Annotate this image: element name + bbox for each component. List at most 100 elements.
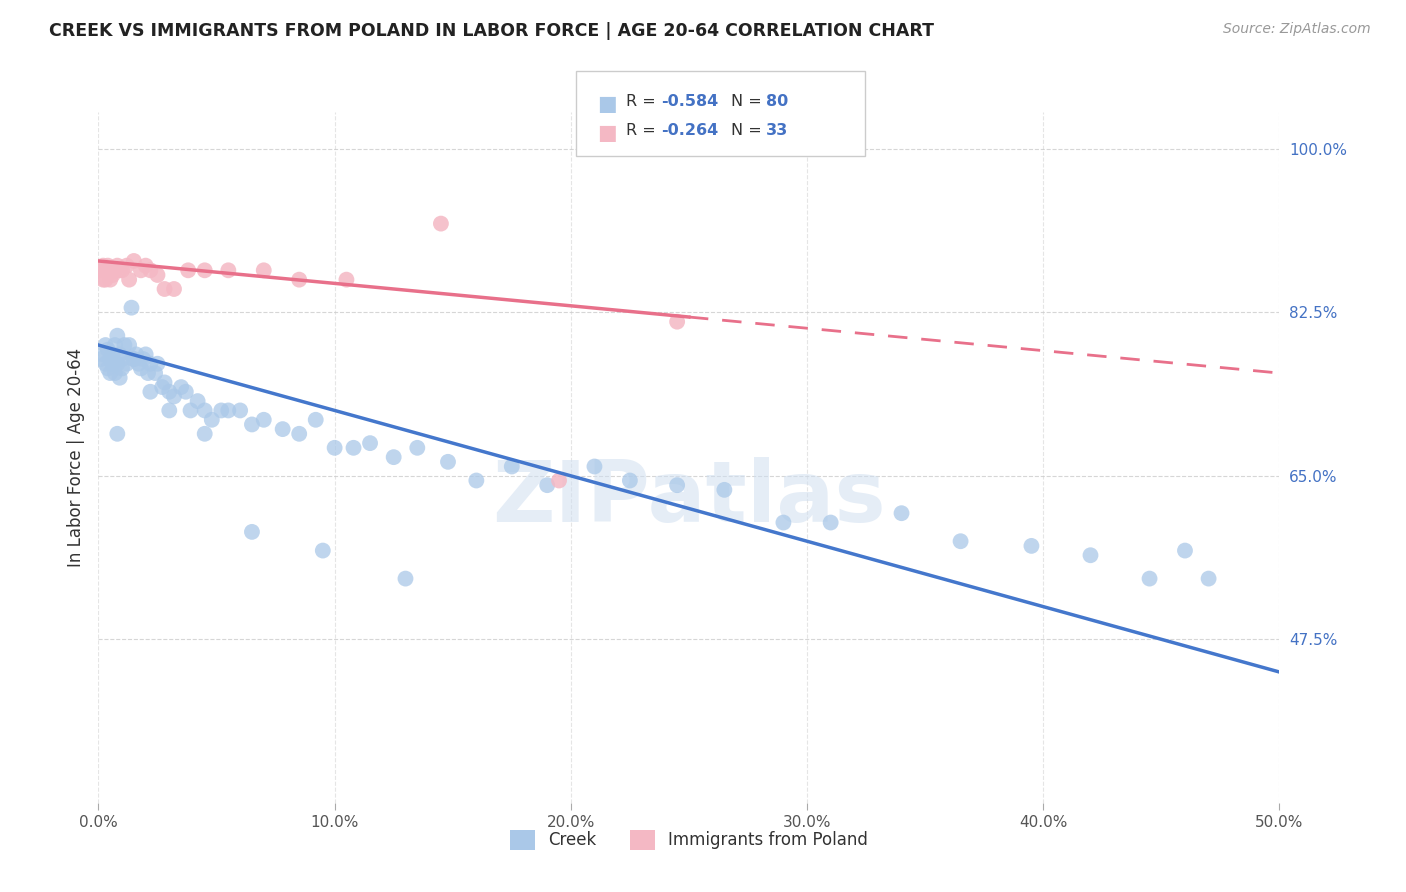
Point bbox=[97, 263, 120, 277]
Point bbox=[150, 380, 173, 394]
Point bbox=[240, 524, 263, 539]
Text: 33: 33 bbox=[766, 123, 789, 138]
Point bbox=[108, 263, 131, 277]
Point bbox=[104, 263, 127, 277]
Text: R =: R = bbox=[626, 94, 661, 109]
Point bbox=[146, 357, 169, 371]
Point bbox=[129, 361, 152, 376]
Point bbox=[583, 459, 606, 474]
Point bbox=[132, 352, 155, 367]
Point bbox=[382, 450, 405, 464]
Point bbox=[890, 506, 912, 520]
Point bbox=[139, 263, 162, 277]
Point bbox=[94, 357, 117, 371]
Point bbox=[772, 516, 794, 530]
Point bbox=[135, 259, 157, 273]
Text: N =: N = bbox=[731, 94, 768, 109]
Point bbox=[335, 273, 357, 287]
Point bbox=[146, 268, 169, 282]
Point bbox=[128, 357, 150, 371]
Point bbox=[112, 338, 135, 352]
Point bbox=[94, 273, 117, 287]
Point bbox=[323, 441, 346, 455]
Point bbox=[108, 370, 131, 384]
Point bbox=[91, 347, 114, 361]
Point bbox=[98, 366, 121, 380]
Point bbox=[101, 347, 124, 361]
Point bbox=[288, 426, 311, 441]
Point bbox=[406, 441, 429, 455]
Point bbox=[288, 273, 311, 287]
Point bbox=[194, 403, 217, 417]
Point bbox=[157, 403, 180, 417]
Point bbox=[115, 357, 138, 371]
Point bbox=[105, 426, 128, 441]
Point bbox=[253, 263, 276, 277]
Point bbox=[240, 417, 263, 432]
Point bbox=[217, 263, 239, 277]
Point bbox=[949, 534, 972, 549]
Point bbox=[359, 436, 381, 450]
Point bbox=[548, 474, 571, 488]
Point bbox=[115, 259, 138, 273]
Point bbox=[111, 361, 134, 376]
Point bbox=[437, 455, 460, 469]
Text: -0.584: -0.584 bbox=[661, 94, 718, 109]
Point bbox=[136, 366, 159, 380]
Point bbox=[253, 413, 276, 427]
Point bbox=[129, 263, 152, 277]
Point bbox=[153, 282, 176, 296]
Point bbox=[143, 366, 166, 380]
Point bbox=[271, 422, 294, 436]
Point bbox=[157, 384, 180, 399]
Point bbox=[101, 263, 124, 277]
Point bbox=[536, 478, 558, 492]
Point bbox=[174, 384, 197, 399]
Text: -0.264: -0.264 bbox=[661, 123, 718, 138]
Point bbox=[97, 259, 120, 273]
Point bbox=[101, 357, 124, 371]
Point bbox=[394, 572, 416, 586]
Point bbox=[122, 254, 145, 268]
Point bbox=[105, 328, 128, 343]
Point bbox=[1080, 548, 1102, 562]
Point bbox=[1198, 572, 1220, 586]
Point bbox=[713, 483, 735, 497]
Point bbox=[430, 217, 453, 231]
Text: ZIPatlas: ZIPatlas bbox=[492, 457, 886, 541]
Point bbox=[118, 338, 141, 352]
Point bbox=[342, 441, 364, 455]
Text: ■: ■ bbox=[598, 94, 617, 113]
Point bbox=[666, 315, 689, 329]
Point bbox=[111, 352, 134, 367]
Point bbox=[501, 459, 523, 474]
Point bbox=[97, 343, 120, 357]
Legend: Creek, Immigrants from Poland: Creek, Immigrants from Poland bbox=[503, 823, 875, 856]
Point bbox=[90, 263, 112, 277]
Point bbox=[170, 380, 193, 394]
Point bbox=[201, 413, 224, 427]
Point bbox=[122, 352, 145, 367]
Point bbox=[105, 259, 128, 273]
Point bbox=[180, 403, 202, 417]
Point bbox=[153, 376, 176, 390]
Point bbox=[111, 263, 134, 277]
Point bbox=[217, 403, 239, 417]
Point bbox=[139, 384, 162, 399]
Point bbox=[312, 543, 335, 558]
Point bbox=[94, 263, 117, 277]
Point bbox=[177, 263, 200, 277]
Text: N =: N = bbox=[731, 123, 768, 138]
Point bbox=[91, 259, 114, 273]
Point bbox=[1021, 539, 1043, 553]
Point bbox=[98, 263, 121, 277]
Point bbox=[122, 352, 145, 367]
Point bbox=[94, 338, 117, 352]
Point bbox=[90, 352, 112, 367]
Text: CREEK VS IMMIGRANTS FROM POLAND IN LABOR FORCE | AGE 20-64 CORRELATION CHART: CREEK VS IMMIGRANTS FROM POLAND IN LABOR… bbox=[49, 22, 934, 40]
Point bbox=[1174, 543, 1197, 558]
Point bbox=[108, 347, 131, 361]
Point bbox=[229, 403, 252, 417]
Point bbox=[1139, 572, 1161, 586]
Text: 80: 80 bbox=[766, 94, 789, 109]
